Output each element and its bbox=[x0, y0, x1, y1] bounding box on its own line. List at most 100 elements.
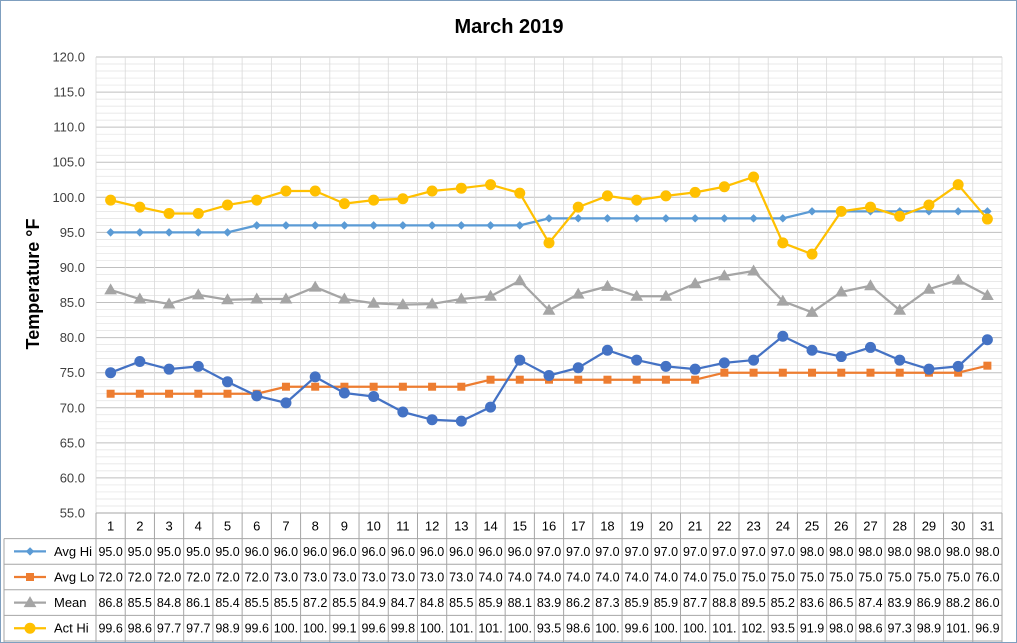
table-cell-value: 97.0 bbox=[741, 545, 765, 559]
data-point bbox=[485, 179, 497, 191]
y-tick-label: 70.0 bbox=[60, 400, 85, 415]
data-point bbox=[777, 330, 789, 342]
table-cell-value: 97.0 bbox=[537, 545, 561, 559]
data-point bbox=[601, 344, 613, 356]
data-point bbox=[396, 298, 410, 310]
x-tick-label: 21 bbox=[688, 518, 702, 533]
data-point bbox=[952, 360, 964, 372]
data-point bbox=[281, 221, 291, 230]
y-axis-ticks: 55.0 60.0 65.0 70.0 75.0 80.0 85.0 90.0 95.0 100.… bbox=[52, 50, 85, 521]
table-cell-value: 73.0 bbox=[332, 571, 356, 585]
data-point bbox=[778, 214, 788, 223]
legend-key-marker bbox=[25, 547, 35, 556]
data-point bbox=[398, 221, 408, 230]
data-point bbox=[952, 179, 964, 191]
x-tick-label: 22 bbox=[717, 518, 731, 533]
data-point bbox=[864, 341, 876, 353]
table-cell-value: 87.4 bbox=[858, 596, 882, 610]
table-cell-value: 85.5 bbox=[245, 596, 269, 610]
data-point bbox=[660, 360, 672, 372]
table-cell-value: 87.7 bbox=[683, 596, 707, 610]
table-cell-value: 97.0 bbox=[625, 545, 649, 559]
table-cell-value: 97.0 bbox=[654, 545, 678, 559]
data-point bbox=[749, 214, 758, 223]
data-point bbox=[106, 389, 115, 398]
data-point bbox=[457, 221, 466, 230]
table-cell-value: 84.7 bbox=[391, 596, 415, 610]
data-point bbox=[981, 289, 994, 301]
table-cell-value: 96.9 bbox=[975, 622, 999, 636]
table-cell-value: 95.0 bbox=[215, 545, 239, 559]
legend-key-marker bbox=[24, 622, 36, 634]
table-cell-value: 73.0 bbox=[303, 571, 327, 585]
data-point bbox=[106, 228, 115, 237]
x-tick-label: 19 bbox=[629, 518, 643, 533]
data-point bbox=[135, 389, 144, 398]
table-cell-value: 88.2 bbox=[946, 596, 970, 610]
data-point bbox=[367, 296, 381, 308]
data-point bbox=[425, 297, 439, 309]
legend-label: Act Hi bbox=[54, 621, 89, 636]
table-cell-value: 83.9 bbox=[537, 596, 561, 610]
table-cell-value: 100. bbox=[683, 622, 707, 636]
table-cell-value: 96.0 bbox=[478, 545, 502, 559]
x-tick-label: 31 bbox=[980, 518, 994, 533]
table-cell-value: 98.0 bbox=[858, 545, 882, 559]
x-tick-label: 9 bbox=[341, 518, 348, 533]
data-point bbox=[574, 214, 583, 223]
data-point bbox=[689, 363, 701, 375]
legend-key-marker bbox=[26, 573, 34, 581]
data-point bbox=[135, 228, 145, 237]
x-tick-label: 11 bbox=[396, 518, 410, 533]
series-mean bbox=[104, 264, 994, 317]
y-tick-label: 105.0 bbox=[52, 155, 85, 170]
data-point bbox=[603, 375, 612, 384]
data-point bbox=[222, 199, 234, 211]
table-cell-value: 99.6 bbox=[361, 622, 385, 636]
table-cell-value: 72.0 bbox=[245, 571, 269, 585]
table-cell-value: 75.0 bbox=[771, 571, 795, 585]
data-point bbox=[368, 194, 380, 206]
data-point bbox=[223, 228, 232, 237]
data-point bbox=[864, 201, 876, 213]
table-cell-value: 85.5 bbox=[274, 596, 298, 610]
series-avg-hi bbox=[106, 207, 992, 237]
table-cell-value: 95.0 bbox=[157, 545, 181, 559]
table-cell-value: 74.0 bbox=[537, 571, 561, 585]
data-point bbox=[718, 357, 730, 369]
data-point bbox=[105, 194, 117, 206]
data-point bbox=[895, 368, 904, 377]
table-cell-value: 98.6 bbox=[858, 622, 882, 636]
x-tick-label: 6 bbox=[253, 518, 260, 533]
x-tick-label: 2 bbox=[136, 518, 143, 533]
table-cell-value: 74.0 bbox=[683, 571, 707, 585]
data-point bbox=[426, 414, 438, 426]
table-cell-value: 99.8 bbox=[391, 622, 415, 636]
data-point bbox=[194, 389, 203, 398]
table-cell-value: 73.0 bbox=[420, 571, 444, 585]
data-point bbox=[808, 368, 817, 377]
data-point bbox=[544, 214, 554, 223]
table-cell-value: 74.0 bbox=[625, 571, 649, 585]
table-cell-value: 75.0 bbox=[858, 571, 882, 585]
data-point bbox=[338, 292, 351, 304]
x-tick-label: 29 bbox=[922, 518, 936, 533]
data-point bbox=[630, 289, 644, 301]
table-cell-value: 98.0 bbox=[946, 545, 970, 559]
data-point bbox=[281, 382, 290, 391]
data-point bbox=[308, 280, 322, 292]
y-tick-label: 115.0 bbox=[53, 85, 85, 100]
data-point bbox=[866, 368, 875, 377]
table-cell-value: 97.0 bbox=[712, 545, 736, 559]
data-point bbox=[251, 390, 263, 402]
table-cell-value: 74.0 bbox=[508, 571, 532, 585]
data-point bbox=[632, 214, 641, 223]
data-point bbox=[309, 185, 321, 197]
x-tick-label: 5 bbox=[224, 518, 231, 533]
table-cell-value: 72.0 bbox=[98, 571, 122, 585]
table-cell-value: 72.0 bbox=[128, 571, 152, 585]
data-point bbox=[134, 355, 146, 367]
table-cell-value: 98.9 bbox=[917, 622, 941, 636]
table-cell-value: 95.0 bbox=[128, 545, 152, 559]
